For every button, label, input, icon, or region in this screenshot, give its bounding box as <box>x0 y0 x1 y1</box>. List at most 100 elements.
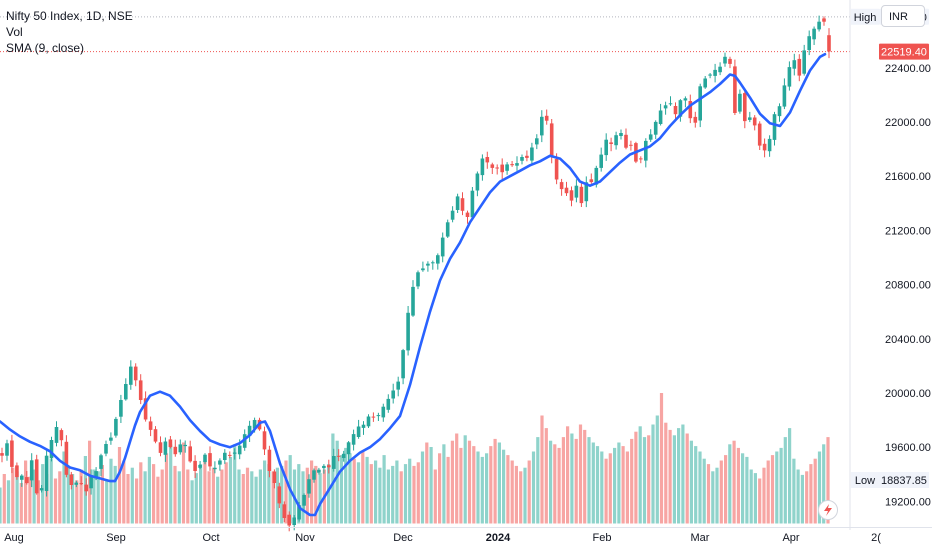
volume-bar <box>813 458 817 524</box>
legend-title[interactable]: Nifty 50 Index, 1D, NSE <box>6 9 133 23</box>
volume-bar <box>783 437 787 524</box>
volume-bar <box>391 465 395 524</box>
volume-bar <box>113 465 117 524</box>
candle-body <box>178 444 183 453</box>
flash-button[interactable] <box>818 500 838 520</box>
candle-body <box>822 18 826 22</box>
high-label-tag <box>851 8 879 25</box>
price-axis[interactable]: 19200.00 19600.00 20000.00 20400.00 20800.00… <box>849 0 931 530</box>
time-axis[interactable]: Aug Sep Oct Nov Dec 2024 Feb Mar Apr 2( <box>0 527 932 545</box>
candle-body <box>213 467 217 470</box>
volume-bar <box>310 460 314 524</box>
volume-bar <box>408 458 412 524</box>
candle-body <box>34 459 39 494</box>
volume-bar <box>75 480 79 524</box>
volume-bar <box>271 471 275 524</box>
volume-bar <box>19 483 23 524</box>
volume-bar <box>574 438 578 524</box>
candle-body <box>391 390 395 399</box>
volume-bar <box>741 453 745 524</box>
volume-bar <box>677 428 681 524</box>
candle-body <box>738 93 742 112</box>
volume-bar <box>472 446 476 524</box>
time-tick-label: Apr <box>782 532 799 544</box>
volume-bar <box>638 426 642 524</box>
candle-body <box>421 268 425 271</box>
candle-body <box>604 139 608 156</box>
candle-body <box>0 453 4 456</box>
candle-body <box>648 134 653 140</box>
volume-bar <box>600 451 604 524</box>
candle-body <box>505 164 509 171</box>
sma-line <box>0 52 827 517</box>
candle-body <box>673 106 678 115</box>
candle-body <box>25 477 29 484</box>
volume-bar <box>79 469 83 524</box>
volume-bar <box>459 447 463 524</box>
volume-bar <box>335 440 339 524</box>
volume-bar <box>608 453 612 524</box>
volume-bar <box>237 469 241 524</box>
candle-body <box>396 381 400 390</box>
candle-body <box>797 58 802 76</box>
volume-bar <box>519 471 523 524</box>
candle-body <box>624 134 628 148</box>
candle-body <box>138 380 143 400</box>
candle-body <box>232 452 237 454</box>
candle-body <box>401 350 405 379</box>
volume-bar <box>28 476 32 524</box>
volume-bar <box>190 480 194 524</box>
candle-body <box>594 167 599 185</box>
candle-body <box>361 424 366 428</box>
candle-body <box>168 439 173 448</box>
volume-bar <box>152 464 156 524</box>
volume-bar <box>510 460 514 524</box>
candle-body <box>549 123 554 157</box>
legend-sma[interactable]: SMA (9, close) <box>6 41 85 55</box>
volume-bar <box>211 467 215 524</box>
volume-bar <box>796 469 800 524</box>
legend-volume[interactable]: Vol <box>6 25 23 39</box>
volume-bar <box>455 433 459 524</box>
volume-bar <box>429 447 433 524</box>
volume-bar <box>604 458 608 524</box>
candle-body <box>49 440 54 459</box>
candle-body <box>371 416 376 418</box>
candle-body <box>782 85 787 107</box>
candle-body <box>317 469 321 473</box>
volume-bar <box>348 453 352 524</box>
volume-bar <box>96 471 100 524</box>
price-tick-label: 19200.00 <box>885 496 931 508</box>
low-value: 18837.85 <box>881 475 927 487</box>
candle-body <box>445 222 450 237</box>
volume-bar <box>224 462 228 524</box>
candle-body <box>129 366 133 385</box>
candle-body <box>431 262 435 264</box>
currency-selector[interactable]: INR <box>881 5 925 27</box>
volume-bar <box>553 444 557 524</box>
volume-bar <box>557 447 561 524</box>
volume-bar <box>160 469 164 524</box>
candle-body <box>54 427 59 443</box>
volume-bar <box>147 456 151 524</box>
candle-body <box>287 514 291 526</box>
volume-bar <box>173 465 177 524</box>
candle-body <box>787 67 792 87</box>
volume-bar <box>369 464 373 524</box>
volume-bar <box>32 469 36 524</box>
volume-bar <box>45 474 49 524</box>
volume-bar <box>399 471 403 524</box>
volume-bar <box>719 460 723 524</box>
candle-body <box>807 36 811 50</box>
volume-bar <box>250 471 254 524</box>
candle-body <box>693 116 698 123</box>
candle-body <box>589 179 594 183</box>
candle-body <box>173 446 178 455</box>
candle-body <box>767 138 772 152</box>
candle-body <box>792 60 797 69</box>
candle-body <box>119 400 123 417</box>
candle-body <box>450 210 455 220</box>
volume-bar <box>420 451 425 524</box>
